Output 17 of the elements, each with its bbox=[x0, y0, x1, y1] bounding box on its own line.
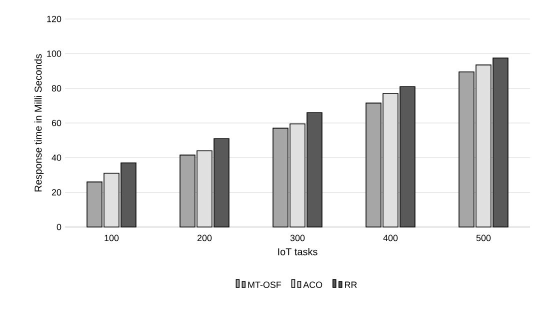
x-tick-label: 400 bbox=[383, 234, 398, 242]
x-tick-label: 200 bbox=[197, 234, 212, 242]
y-axis-title: Response time in Milli Seconds bbox=[34, 54, 44, 192]
x-tick-label: 500 bbox=[476, 234, 491, 242]
legend-label: ACO bbox=[303, 282, 322, 288]
x-axis-title: IoT tasks bbox=[278, 248, 318, 256]
legend-label: RR bbox=[345, 282, 357, 288]
y-tick-label: 40 bbox=[52, 154, 62, 161]
x-tick-label: 300 bbox=[290, 234, 305, 242]
y-tick-label: 120 bbox=[47, 16, 62, 22]
y-tick-label: 20 bbox=[52, 189, 62, 196]
y-tick-label: 80 bbox=[52, 85, 62, 92]
legend-label: MT-OSF bbox=[248, 282, 282, 288]
y-tick-label: 0 bbox=[56, 224, 62, 230]
y-tick-label: 60 bbox=[52, 120, 62, 126]
y-tick-label: 100 bbox=[47, 50, 62, 57]
x-tick-label: 100 bbox=[104, 234, 119, 242]
